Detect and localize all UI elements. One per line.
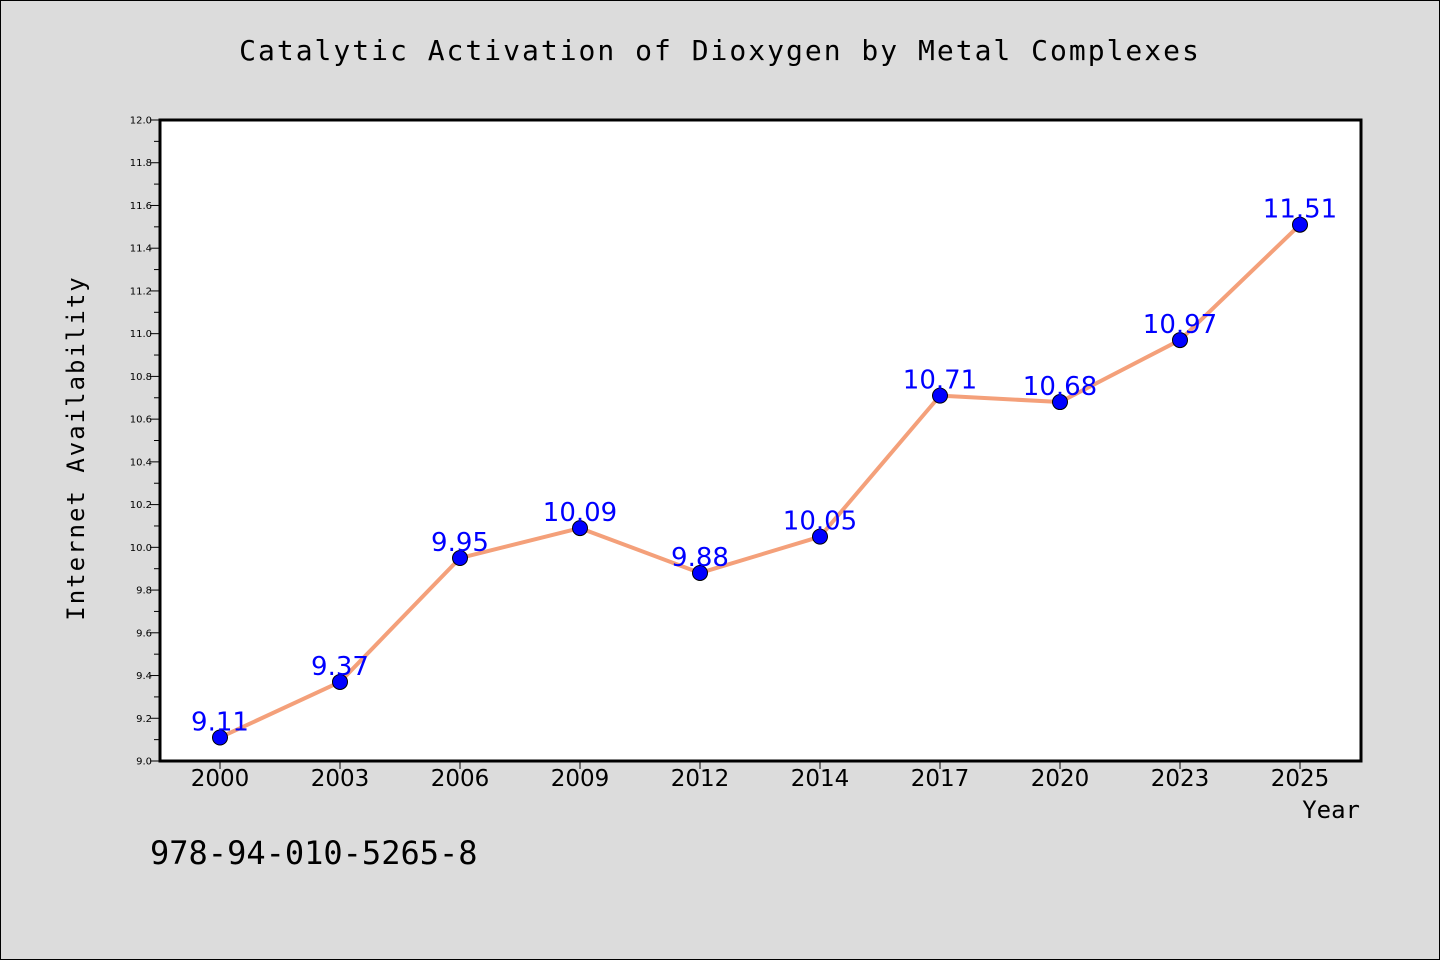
data-label: 10.09 [543,498,617,528]
x-tick-label: 2020 [1031,766,1090,792]
y-tick-label: 9.4 [136,671,152,682]
data-point [332,673,348,690]
data-point [692,564,708,581]
data-labels: 9.11 9.37 9.95 10.09 9.88 10.05 10.71 10.68 10.9… [191,195,1337,738]
y-tick-label: 9.8 [136,586,152,597]
y-axis-label: Internet Availability [62,275,90,621]
y-axis: 9.0 9.2 9.4 9.6 9.8 10.0 10.2 10.4 10.6 10.8 11.0 1… [130,116,160,768]
x-tick-label: 2025 [1271,766,1330,792]
y-tick-label: 10.4 [130,457,152,468]
y-tick-label: 11.2 [130,286,152,297]
data-label: 10.71 [903,366,977,396]
y-tick-label: 11.4 [130,244,152,255]
chart-title: Catalytic Activation of Dioxygen by Meta… [239,34,1201,67]
x-tick-label: 2006 [431,766,490,792]
data-point [1172,332,1188,349]
y-tick-label: 9.0 [136,757,152,768]
data-label: 10.05 [783,507,857,537]
y-tick-label: 11.0 [130,329,152,340]
plot-area [158,118,1363,763]
data-point [1052,394,1068,411]
y-tick-label: 10.8 [130,372,152,383]
x-tick-label: 2014 [791,766,850,792]
y-tick-label: 9.6 [136,628,152,639]
data-label: 11.51 [1263,195,1337,225]
y-tick-label: 10.6 [130,415,152,426]
x-tick-label: 2012 [671,766,730,792]
data-point [812,528,828,545]
y-tick-label: 11.6 [130,201,152,212]
y-tick-label: 10.2 [130,500,152,511]
data-point [572,520,588,537]
data-point [212,729,228,746]
x-axis-label: Year [1302,796,1360,824]
series-line [219,223,1302,740]
y-tick-label: 12.0 [130,116,152,127]
x-axis: 2000 2003 2006 2009 2012 2014 2017 2020 2023 2025 [191,761,1330,792]
data-point [932,387,948,404]
data-points [212,216,1308,746]
x-tick-label: 2023 [1151,766,1210,792]
x-tick-label: 2003 [311,766,370,792]
data-label: 9.11 [191,707,249,737]
data-label: 10.68 [1023,372,1097,402]
y-tick-label: 11.8 [130,158,152,169]
data-label: 10.97 [1143,310,1217,340]
y-tick-label: 10.0 [130,543,152,554]
x-tick-label: 2017 [911,766,970,792]
data-point [452,550,468,567]
data-point [1292,216,1308,233]
x-tick-label: 2000 [191,766,250,792]
isbn-text: 978-94-010-5265-8 [150,834,478,872]
data-label: 9.95 [431,528,489,558]
data-label: 9.37 [311,652,369,682]
data-label: 9.88 [671,543,729,573]
x-tick-label: 2009 [551,766,610,792]
y-tick-label: 9.2 [136,714,152,725]
